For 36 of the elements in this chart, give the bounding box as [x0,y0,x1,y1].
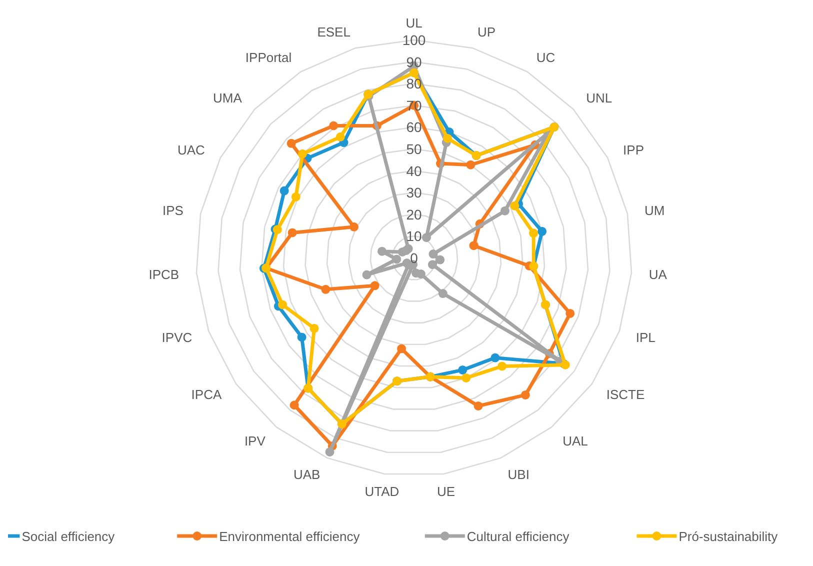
spoke-label: UAL [562,434,588,449]
legend-label: Social efficiency [22,529,116,544]
spoke-label: UNL [586,90,612,106]
spoke-label: UAB [293,466,320,482]
spoke-label: IPPortal [245,50,292,65]
spoke-label: ISCTE [606,386,645,402]
y-tick-label: 20 [406,206,422,222]
y-tick-label: 50 [406,141,422,157]
spoke-label: IPCA [191,386,222,402]
spoke-label: ESEL [317,24,350,40]
legend-label: Cultural efficiency [466,529,570,544]
spoke-label: UMA [213,90,242,106]
spoke-label: UL [406,16,422,31]
spoke-label: IPV [244,434,266,449]
y-tick-label: 60 [406,119,422,136]
y-tick-label: 90 [406,54,422,70]
spoke-label: IPS [162,203,184,218]
spoke-label: IPL [636,330,656,345]
spoke-label: UM [644,203,665,218]
spoke-label: IPCB [148,267,180,282]
y-tick-label: 100 [402,32,426,48]
spoke-label: UBI [508,466,530,482]
spoke-label: IPVC [162,330,192,345]
legend-label: Pró-sustainability [678,529,778,544]
spoke-label: UE [437,484,456,500]
legend-label: Environmental efficiency [219,529,360,544]
spoke-label: UAC [178,142,205,158]
spoke-label: UC [536,50,556,65]
spoke-label: UP [478,24,496,40]
y-tick-label: 30 [406,184,422,201]
y-tick-label: 10 [406,228,422,244]
spoke-label: UTAD [364,484,400,500]
spoke-label: IPP [623,142,644,158]
spoke-label: UA [648,267,668,282]
y-tick-label: 40 [406,162,422,179]
y-tick-label: 0 [410,250,418,266]
